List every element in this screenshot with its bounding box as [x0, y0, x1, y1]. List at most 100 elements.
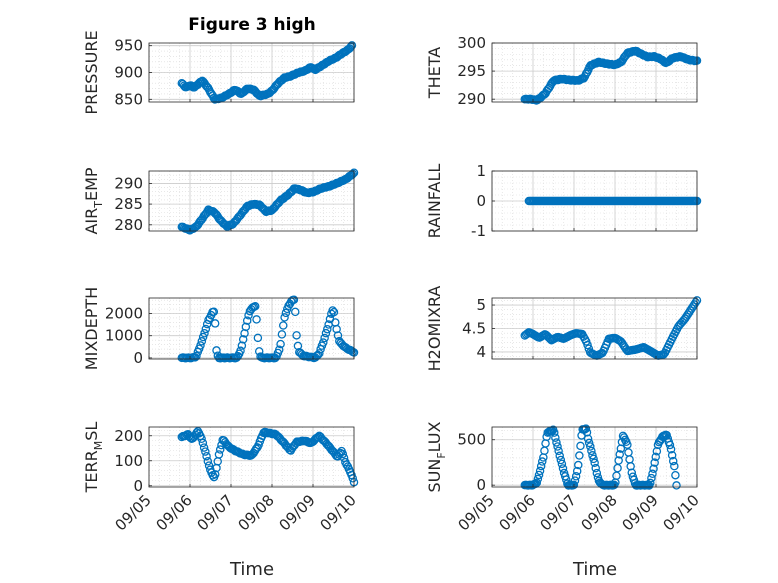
data-point: [202, 451, 211, 461]
data-point: [201, 324, 211, 334]
y-tick-label: 100: [114, 452, 143, 470]
y-axis-label-part: AIR: [82, 208, 101, 235]
y-tick-label: 5: [476, 296, 486, 314]
data-point: [668, 456, 678, 466]
data-point: [623, 440, 632, 449]
data-point: [569, 480, 579, 490]
data-point: [329, 307, 339, 317]
data-point: [590, 458, 599, 468]
y-tick-label: 950: [114, 37, 143, 55]
figure-title: Figure 3 high: [188, 15, 316, 35]
subplot-3: 280 285 290 AIRTEMP: [82, 167, 359, 235]
data-point: [667, 451, 677, 460]
data-point: [338, 449, 348, 459]
y-axis-label: RAINFALL: [425, 164, 444, 239]
y-tick-label: 295: [457, 62, 486, 80]
data-point: [204, 315, 213, 325]
data-point: [209, 307, 219, 316]
data-point: [670, 461, 679, 471]
subplot-1: 850 900 950 PRESSURE: [82, 30, 357, 115]
y-tick-label: 4: [476, 343, 486, 361]
data-point: [238, 335, 248, 344]
subplot-4: -1 0 1 RAINFALL: [425, 162, 702, 240]
data-point: [534, 470, 544, 480]
y-axis-label-subscript: T: [92, 201, 105, 209]
data-point: [204, 461, 214, 470]
y-axis-label-subscript: M: [92, 441, 105, 451]
y-axis-label: MIXDEPTH: [82, 287, 101, 370]
y-axis-label-part: TERR: [82, 450, 101, 493]
data-point: [212, 346, 221, 355]
data-point: [572, 466, 582, 476]
data-point: [328, 306, 337, 315]
data-point: [284, 301, 293, 311]
y-tick-label: 300: [457, 34, 486, 52]
data-point: [555, 451, 564, 461]
data-point: [574, 460, 583, 470]
data-point: [242, 316, 252, 325]
data-point: [250, 301, 260, 311]
data-point: [214, 450, 224, 459]
y-tick-label: 0: [476, 192, 486, 210]
y-tick-label: 200: [114, 427, 143, 445]
data-point: [292, 331, 301, 340]
data-point: [615, 450, 624, 459]
data-point: [588, 451, 597, 460]
data-point: [532, 478, 542, 487]
data-point: [551, 433, 560, 442]
data-point: [192, 351, 201, 361]
data-point: [576, 441, 585, 451]
data-point: [215, 445, 225, 454]
y-tick-label: 1000: [105, 327, 143, 345]
data-point: [199, 443, 209, 452]
data-point: [614, 456, 623, 465]
data-point: [315, 349, 324, 358]
data-point: [672, 481, 681, 490]
y-tick-label: 280: [114, 216, 143, 234]
data-point: [277, 330, 287, 339]
data-point: [323, 324, 332, 334]
data-point: [592, 468, 602, 478]
y-axis-label: SUNFLUX: [425, 421, 448, 492]
x-axis-label-right: Time: [572, 559, 617, 580]
data-point: [570, 476, 580, 485]
data-point: [200, 328, 209, 338]
y-tick-label: 2000: [105, 305, 143, 323]
data-point: [584, 344, 594, 353]
axes-box: [148, 170, 355, 232]
data-point: [581, 424, 591, 433]
y-axis-label-part: LUX: [425, 421, 444, 452]
data-point: [584, 438, 594, 448]
data-point: [252, 315, 261, 324]
data-point: [571, 471, 581, 481]
data-point: [279, 321, 288, 330]
data-point: [274, 345, 284, 354]
y-tick-label: -1: [471, 222, 486, 240]
y-axis-label-part: SL: [82, 422, 101, 441]
data-point: [587, 446, 596, 456]
data-point: [236, 346, 245, 356]
data-point: [319, 338, 328, 347]
data-point: [556, 455, 566, 465]
data-point: [550, 428, 559, 437]
axes-box: [148, 426, 355, 488]
data-point: [557, 459, 567, 469]
data-point: [281, 308, 291, 318]
data-point: [647, 473, 656, 483]
data-point: [197, 434, 206, 444]
data-point: [533, 474, 543, 484]
data-point: [289, 295, 299, 305]
subplot-2: 290 295 300 THETA: [425, 34, 702, 108]
axes-background: [492, 43, 697, 102]
data-point: [198, 438, 208, 448]
data-point: [671, 470, 680, 480]
y-tick-label: 290: [457, 90, 486, 108]
data-point: [659, 350, 668, 359]
axes-box: [491, 42, 698, 103]
data-point: [691, 298, 700, 307]
data-point: [558, 464, 568, 473]
data-point: [536, 461, 546, 471]
x-axis-label-left: Time: [229, 559, 274, 580]
y-tick-label: 290: [114, 174, 143, 192]
